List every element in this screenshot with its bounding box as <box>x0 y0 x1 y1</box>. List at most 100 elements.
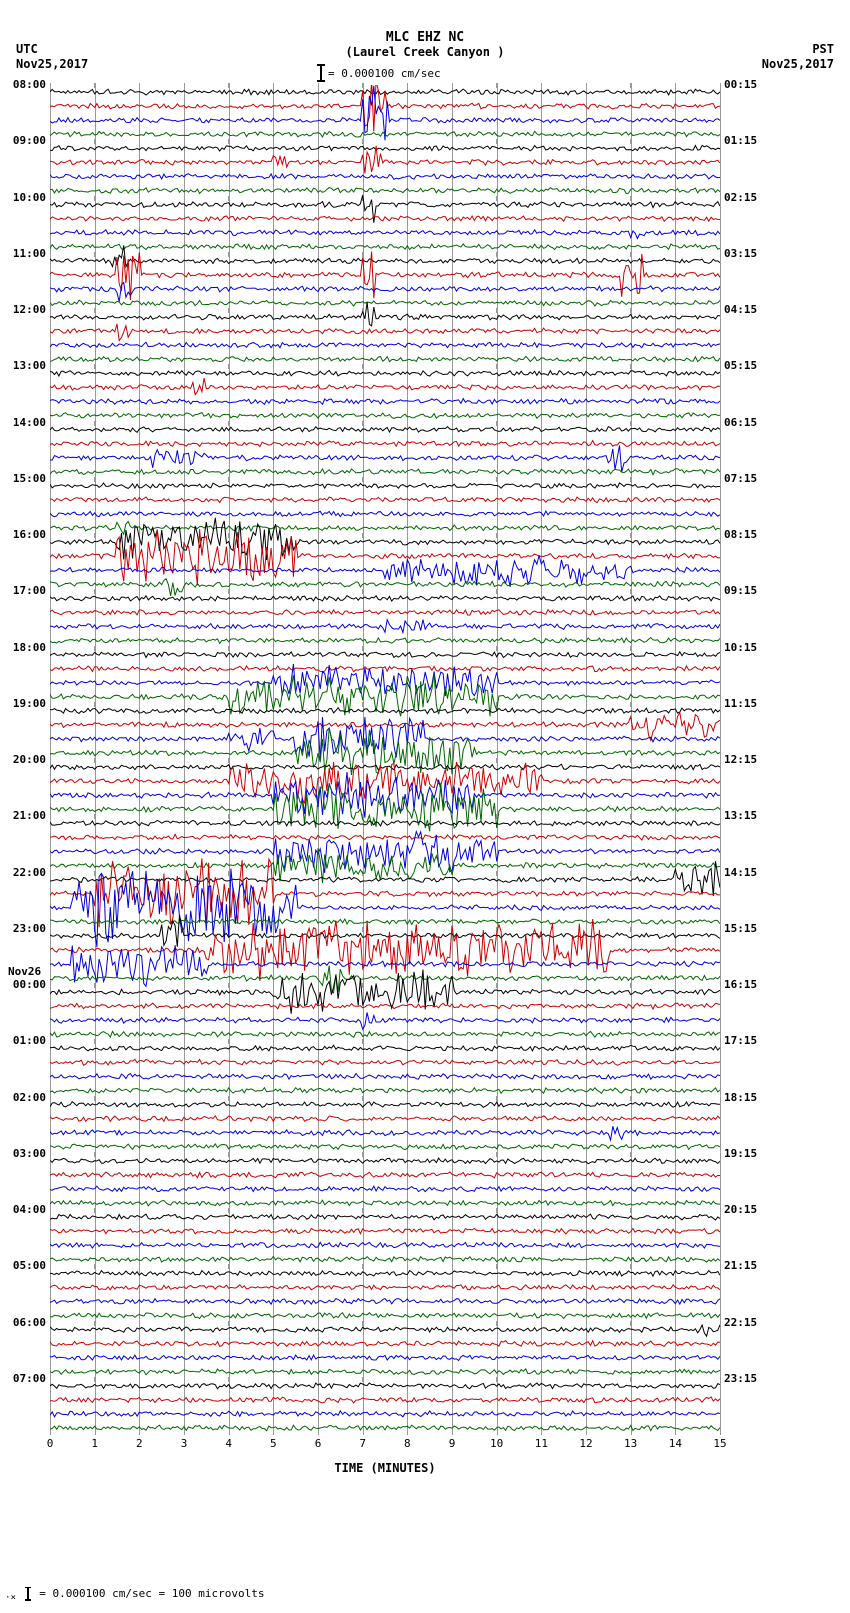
seismic-trace <box>50 1355 720 1360</box>
seismic-trace <box>50 666 720 672</box>
pst-hour-label: 15:15 <box>724 922 764 935</box>
utc-hour-label: 16:00 <box>8 528 46 541</box>
x-tick-label: 4 <box>225 1437 232 1450</box>
seismic-trace <box>50 1257 720 1263</box>
seismic-trace <box>50 244 720 250</box>
x-tick-label: 6 <box>315 1437 322 1450</box>
seismic-trace <box>50 1285 720 1290</box>
pst-hour-label: 04:15 <box>724 303 764 316</box>
seismic-trace <box>50 834 720 840</box>
seismic-trace <box>50 252 720 301</box>
seismic-trace <box>50 370 720 376</box>
utc-hour-label: 00:00 <box>8 978 46 991</box>
pst-hour-label: 13:15 <box>724 809 764 822</box>
x-tick-label: 1 <box>91 1437 98 1450</box>
pst-hour-label: 08:15 <box>724 528 764 541</box>
seismic-trace <box>50 188 720 194</box>
seismic-trace <box>50 1172 720 1178</box>
seismic-trace <box>50 195 720 223</box>
seismic-trace <box>50 1088 720 1094</box>
seismic-trace <box>50 708 720 714</box>
seismic-trace <box>50 1102 720 1108</box>
seismic-trace <box>50 1242 720 1248</box>
seismic-trace <box>50 638 720 644</box>
x-tick-label: 0 <box>47 1437 54 1450</box>
pst-hour-label: 11:15 <box>724 697 764 710</box>
timezone-right-label: PST <box>812 42 834 56</box>
seismic-trace <box>50 1045 720 1051</box>
pst-hour-label: 18:15 <box>724 1091 764 1104</box>
station-location: (Laurel Creek Canyon ) <box>0 45 850 59</box>
seismic-trace <box>50 1397 720 1403</box>
x-tick-label: 11 <box>535 1437 548 1450</box>
seismic-trace <box>50 427 720 433</box>
seismic-trace <box>50 1059 720 1065</box>
utc-hour-label: 05:00 <box>8 1259 46 1272</box>
x-tick-label: 5 <box>270 1437 277 1450</box>
seismic-trace <box>50 1013 720 1030</box>
station-code: MLC EHZ NC <box>0 30 850 45</box>
pst-hour-label: 17:15 <box>724 1034 764 1047</box>
seismic-trace <box>50 919 720 925</box>
chart-header: MLC EHZ NC (Laurel Creek Canyon ) <box>0 30 850 59</box>
date-right-label: Nov25,2017 <box>762 57 834 71</box>
utc-hour-label: 09:00 <box>8 134 46 147</box>
seismic-trace <box>50 1271 720 1277</box>
utc-hour-label: 08:00 <box>8 78 46 91</box>
seismic-trace <box>50 399 720 405</box>
seismic-trace <box>50 1214 720 1220</box>
x-tick-label: 14 <box>669 1437 682 1450</box>
pst-hour-label: 20:15 <box>724 1203 764 1216</box>
seismic-trace <box>50 610 720 615</box>
pst-hour-label: 19:15 <box>724 1147 764 1160</box>
seismic-trace <box>50 216 720 221</box>
seismic-trace <box>50 522 720 535</box>
utc-hour-label: 18:00 <box>8 641 46 654</box>
seismic-trace <box>50 1341 720 1347</box>
seismic-trace <box>50 919 720 981</box>
helicorder-plot: TIME (MINUTES) 012345678910111213141508:… <box>50 85 720 1435</box>
seismic-trace <box>50 302 720 326</box>
seismic-trace <box>50 1411 720 1417</box>
pst-hour-label: 06:15 <box>724 416 764 429</box>
seismic-trace <box>50 511 720 517</box>
pst-hour-label: 05:15 <box>724 359 764 372</box>
seismic-trace <box>50 652 720 658</box>
x-tick-label: 7 <box>359 1437 366 1450</box>
x-tick-label: 3 <box>181 1437 188 1450</box>
seismic-trace <box>50 446 720 473</box>
utc-hour-label: 22:00 <box>8 866 46 879</box>
scale-bar-icon <box>320 65 322 81</box>
pst-hour-label: 23:15 <box>724 1372 764 1385</box>
seismic-trace <box>50 1186 720 1192</box>
seismic-trace <box>50 483 720 489</box>
pst-hour-label: 02:15 <box>724 191 764 204</box>
pst-hour-label: 14:15 <box>724 866 764 879</box>
utc-hour-label: 06:00 <box>8 1316 46 1329</box>
seismic-trace <box>50 966 720 993</box>
utc-hour-label: 21:00 <box>8 809 46 822</box>
seismic-trace <box>50 1228 720 1234</box>
pst-hour-label: 21:15 <box>724 1259 764 1272</box>
seismic-trace <box>50 945 720 986</box>
utc-hour-label: 14:00 <box>8 416 46 429</box>
pst-hour-label: 12:15 <box>724 753 764 766</box>
x-tick-label: 2 <box>136 1437 143 1450</box>
footer-scale-bar-icon <box>27 1587 29 1601</box>
pst-hour-label: 07:15 <box>724 472 764 485</box>
seismic-trace <box>50 764 720 770</box>
seismic-trace <box>50 1299 720 1305</box>
utc-hour-label: 20:00 <box>8 753 46 766</box>
seismic-trace <box>50 1313 720 1319</box>
seismic-trace <box>50 1003 720 1009</box>
seismic-trace <box>50 1200 720 1206</box>
utc-hour-label: 12:00 <box>8 303 46 316</box>
footer-text: = 0.000100 cm/sec = 100 microvolts <box>39 1587 264 1600</box>
pst-hour-label: 03:15 <box>724 247 764 260</box>
seismic-trace <box>50 728 720 775</box>
x-tick-label: 12 <box>579 1437 592 1450</box>
seismic-trace <box>50 1074 720 1080</box>
seismic-trace <box>50 356 720 361</box>
seismic-trace <box>50 1031 720 1037</box>
pst-hour-label: 16:15 <box>724 978 764 991</box>
